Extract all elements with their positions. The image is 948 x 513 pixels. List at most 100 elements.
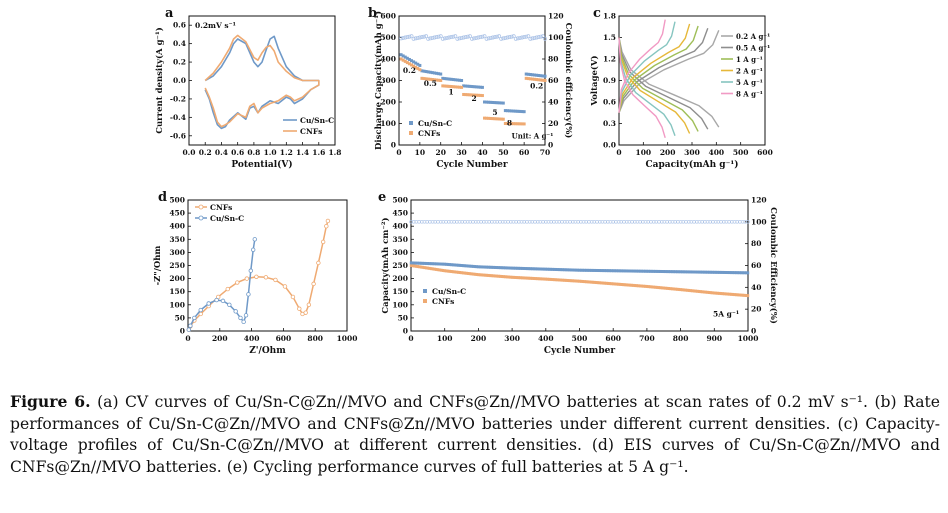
panel-e-xtick-label: 700 bbox=[639, 334, 655, 343]
eis-point bbox=[263, 275, 269, 280]
cycle-point-cu-sn-c bbox=[450, 263, 453, 267]
ce-point bbox=[660, 220, 664, 224]
cycle-point-cnfs bbox=[622, 283, 625, 287]
ce-point bbox=[455, 220, 459, 224]
panel-a-ytick-label: -0.4 bbox=[170, 113, 186, 122]
panel-e-y2tick-label: 20 bbox=[751, 305, 761, 314]
panel-a-xtick-label: 0.8 bbox=[247, 148, 260, 157]
cycle-point-cu-sn-c bbox=[595, 268, 598, 272]
cycle-point-cnfs bbox=[446, 269, 450, 273]
cycle-point-cnfs bbox=[660, 286, 664, 290]
eis-point bbox=[186, 327, 191, 332]
eis-point bbox=[248, 268, 254, 273]
panel-d-ylabel: -Z"/Ohm bbox=[153, 246, 163, 286]
cycle-point-cu-sn-c bbox=[676, 270, 679, 274]
panel-a-xlabel: Potential(V) bbox=[231, 159, 292, 170]
rate-point-cnfs bbox=[451, 85, 455, 89]
ce-point bbox=[457, 36, 462, 41]
cycle-point-cnfs bbox=[455, 270, 458, 274]
cycle-point-cnfs bbox=[586, 280, 590, 284]
eis-point bbox=[306, 302, 312, 307]
cycle-point-cu-sn-c bbox=[495, 266, 499, 270]
cycle-point-cu-sn-c bbox=[542, 267, 546, 271]
rate-point-cu-sn-c bbox=[399, 53, 403, 57]
rate-point-cu-sn-c bbox=[537, 73, 541, 77]
cycle-point-cu-sn-c bbox=[571, 268, 574, 272]
cycle-point-cu-sn-c bbox=[510, 266, 514, 270]
cycle-point-cnfs bbox=[625, 283, 628, 287]
ce-point bbox=[611, 220, 615, 224]
cycle-point-cu-sn-c bbox=[620, 269, 623, 273]
cycle-point-cu-sn-c bbox=[509, 266, 512, 270]
eis-point bbox=[316, 260, 321, 266]
ce-point bbox=[467, 34, 472, 39]
ce-point bbox=[428, 220, 432, 224]
cycle-point-cnfs bbox=[711, 291, 714, 295]
cycle-point-cnfs bbox=[549, 277, 553, 281]
cycle-point-cnfs bbox=[652, 285, 655, 289]
ce-point bbox=[568, 220, 572, 224]
rate-point-cu-sn-c bbox=[455, 78, 459, 82]
ce-point bbox=[681, 220, 685, 224]
cycle-point-cnfs bbox=[488, 274, 492, 278]
ce-point bbox=[425, 220, 429, 224]
panel-c-ytick-label: 0.0 bbox=[603, 141, 616, 150]
cycle-point-cnfs bbox=[465, 271, 468, 275]
rate-point-cnfs bbox=[457, 85, 461, 89]
cycle-point-cu-sn-c bbox=[472, 264, 475, 268]
rate-point-cnfs bbox=[480, 94, 484, 98]
ce-point bbox=[703, 220, 707, 224]
ce-point bbox=[584, 220, 588, 224]
cycle-point-cnfs bbox=[741, 293, 745, 297]
rate-point-cu-sn-c bbox=[435, 71, 439, 75]
cycle-point-cu-sn-c bbox=[718, 270, 721, 274]
ce-point bbox=[461, 35, 466, 40]
cycle-point-cnfs bbox=[588, 280, 591, 284]
panel-b-y2tick-label: 20 bbox=[548, 119, 558, 128]
rate-point-cu-sn-c bbox=[437, 72, 441, 76]
rate-point-cnfs bbox=[464, 93, 468, 97]
cycle-point-cnfs bbox=[746, 294, 750, 298]
cycle-point-cu-sn-c bbox=[600, 269, 603, 273]
cycle-point-cnfs bbox=[743, 293, 746, 297]
ce-point bbox=[643, 220, 648, 224]
panel-d-xtick-label: 1000 bbox=[337, 334, 358, 343]
cycle-point-cu-sn-c bbox=[539, 267, 542, 271]
cycle-point-cnfs bbox=[645, 284, 649, 288]
panel-b-letter: b bbox=[368, 6, 377, 21]
cycle-point-cu-sn-c bbox=[500, 266, 504, 270]
panel-e-letter: e bbox=[378, 190, 386, 205]
rate-point-cu-sn-c bbox=[468, 84, 472, 88]
cycle-point-cnfs bbox=[633, 284, 637, 288]
panel-e-ytick-label: 100 bbox=[392, 300, 408, 309]
cycle-point-cnfs bbox=[529, 276, 532, 280]
panel-b-xtick-label: 0 bbox=[396, 148, 401, 157]
cycle-point-cu-sn-c bbox=[473, 265, 477, 269]
rate-point-cnfs bbox=[462, 92, 466, 96]
ce-point bbox=[430, 35, 435, 40]
panel-d-ytick-label: 250 bbox=[169, 261, 185, 270]
cycle-point-cnfs bbox=[669, 287, 672, 291]
cycle-point-cnfs bbox=[507, 275, 510, 279]
cycle-point-cnfs bbox=[430, 267, 433, 271]
rate-point-cnfs bbox=[407, 62, 411, 66]
rate-point-cu-sn-c bbox=[480, 85, 484, 89]
cycle-point-cnfs bbox=[468, 272, 472, 276]
panel-d-ytick-label: 0 bbox=[180, 327, 185, 336]
cycle-point-cu-sn-c bbox=[556, 268, 559, 272]
cycle-point-cu-sn-c bbox=[497, 266, 500, 270]
cycle-point-cu-sn-c bbox=[583, 268, 586, 272]
cycle-point-cu-sn-c bbox=[515, 266, 519, 270]
cycle-point-cu-sn-c bbox=[456, 263, 460, 267]
cycle-point-cnfs bbox=[613, 282, 617, 286]
cycle-point-cu-sn-c bbox=[590, 268, 593, 272]
ce-point bbox=[735, 220, 739, 224]
cycle-point-cu-sn-c bbox=[608, 269, 612, 273]
ce-point bbox=[557, 220, 561, 224]
ce-point bbox=[633, 220, 637, 224]
cycle-point-cu-sn-c bbox=[642, 269, 645, 273]
panel-a-ytick-label: 0.0 bbox=[173, 76, 186, 85]
eis-point bbox=[206, 301, 211, 306]
ce-point bbox=[433, 220, 437, 224]
rate-point-cu-sn-c bbox=[505, 109, 509, 113]
